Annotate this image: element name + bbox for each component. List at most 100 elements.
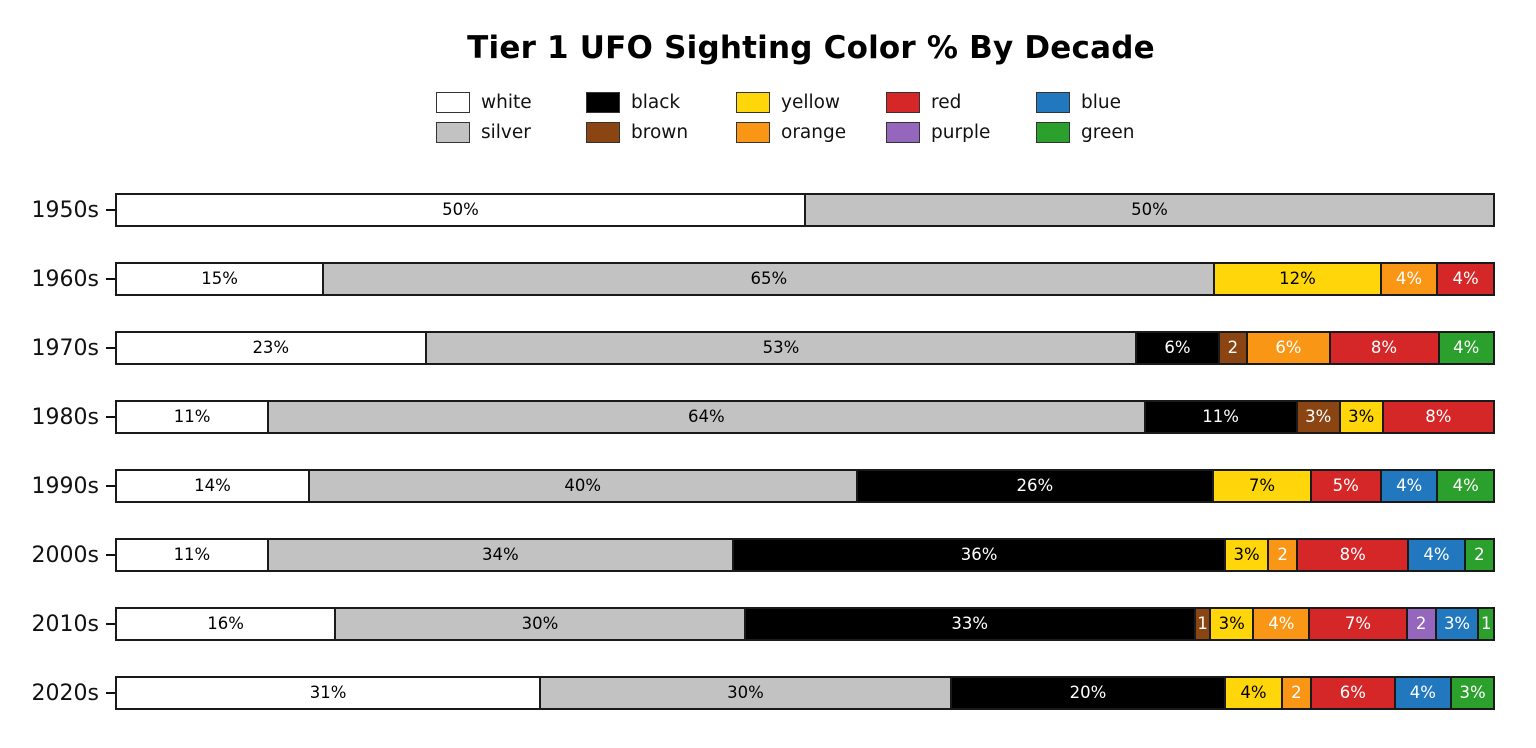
bar-rows: 1950s 50% 50% 1960s 15% 65% 12% 4% 4% 1970s 23% 53%… [0,193,1495,710]
legend-swatch-orange [736,121,770,143]
stacked-bar: 31% 30% 20% 4% 2 6% 4% 3% [115,676,1495,710]
bar-segment-silver: 40% [307,471,856,501]
bar-segment-yellow: 7% [1212,471,1310,501]
legend-item-silver: silver [436,121,586,143]
segment-value-label: 6% [1339,682,1366,702]
bar-segment-orange: 2 [1267,540,1297,570]
bar-segment-orange: 4% [1379,264,1437,294]
bar-segment-red: 6% [1309,678,1394,708]
legend-label: green [1081,121,1135,143]
segment-value-label: 4% [1453,337,1480,357]
bar-segment-blue: 4% [1393,678,1451,708]
bar-segment-red: 8% [1296,540,1408,570]
segment-value-label: 14% [194,475,231,495]
legend-swatch-black [586,91,620,113]
bar-segment-white: 11% [117,402,268,432]
legend-swatch-brown [586,121,620,143]
y-axis-tick [106,691,115,695]
bar-segment-white: 31% [117,678,540,708]
segment-value-label: 36% [960,544,998,564]
segment-value-label: 12% [1279,268,1316,288]
segment-value-label: 6% [1164,337,1191,357]
segment-value-label: 4% [1396,475,1423,495]
segment-value-label: 11% [173,406,211,426]
decade-row-2010s: 2010s 16% 30% 33% 1 3% 4% 7% 2 3% 1 [0,607,1495,641]
legend-item-green: green [1036,121,1186,143]
bar-segment-white: 50% [117,195,804,225]
legend-label: brown [631,121,689,143]
bar-segment-green: 2 [1463,540,1493,570]
bar-segment-silver: 64% [267,402,1144,432]
segment-value-label: 23% [252,337,290,357]
bar-segment-black: 11% [1143,402,1296,432]
decade-row-2000s: 2000s 11% 34% 36% 3% 2 8% 4% 2 [0,538,1495,572]
segment-value-label: 4% [1240,682,1267,702]
legend-swatch-white [436,91,470,113]
legend-swatch-silver [436,121,470,143]
y-axis-label: 1950s [31,197,99,223]
bar-segment-brown: 2 [1217,333,1247,363]
chart-title: Tier 1 UFO Sighting Color % By Decade [467,30,1155,66]
y-axis-label: 1980s [31,404,99,430]
bar-segment-silver: 65% [322,264,1214,294]
legend: white black yellow red blue silver brown orange… [436,88,1186,146]
segment-value-label: 26% [1016,475,1054,495]
legend-label: yellow [781,91,841,113]
y-axis-label: 1960s [31,266,99,292]
bar-segment-silver: 30% [539,678,950,708]
segment-value-label: 5% [1332,475,1359,495]
stacked-bar: 16% 30% 33% 1 3% 4% 7% 2 3% 1 [115,607,1495,641]
segment-value-label: 3% [1348,406,1375,426]
segment-value-label: 3% [1459,682,1486,702]
bar-segment-yellow: 4% [1224,678,1281,708]
bar-segment-white: 14% [117,471,308,501]
decade-row-1980s: 1980s 11% 64% 11% 3% 3% 8% [0,400,1495,434]
segment-value-label: 6% [1275,337,1302,357]
legend-label: black [631,91,681,113]
y-axis-tick [106,415,115,419]
y-axis-tick [106,346,115,350]
segment-value-label: 4% [1423,544,1450,564]
bar-segment-red: 8% [1328,333,1438,363]
legend-swatch-red [886,91,920,113]
segment-value-label: 8% [1339,544,1366,564]
stacked-bar: 15% 65% 12% 4% 4% [115,262,1495,296]
decade-row-1950s: 1950s 50% 50% [0,193,1495,227]
bar-segment-green: 1 [1477,609,1493,639]
segment-value-label: 50% [442,199,479,219]
legend-item-yellow: yellow [736,91,886,113]
bar-segment-black: 36% [731,540,1225,570]
bar-segment-silver: 34% [266,540,732,570]
bar-segment-brown: 1 [1193,609,1210,639]
segment-value-label: 4% [1268,613,1295,633]
legend-swatch-green [1036,121,1070,143]
segment-value-label: 1 [1197,613,1208,633]
legend-label: red [931,91,962,113]
segment-value-label: 3% [1218,613,1245,633]
decade-row-2020s: 2020s 31% 30% 20% 4% 2 6% 4% 3% [0,676,1495,710]
y-axis-label: 2020s [31,680,99,706]
segment-value-label: 4% [1452,268,1479,288]
bar-segment-red: 4% [1436,264,1493,294]
y-axis-tick [106,208,115,212]
bar-segment-green: 3% [1450,678,1493,708]
bar-segment-black: 6% [1135,333,1218,363]
bar-segment-orange: 2 [1280,678,1310,708]
legend-label: white [481,91,532,113]
legend-label: orange [781,121,847,143]
stacked-bar: 50% 50% [115,193,1495,227]
bar-segment-yellow: 3% [1224,540,1268,570]
segment-value-label: 2 [1291,682,1302,702]
bar-segment-white: 16% [117,609,335,639]
stacked-bar: 23% 53% 6% 2 6% 8% 4% [115,331,1495,365]
legend-item-purple: purple [886,121,1036,143]
bar-segment-orange: 4% [1252,609,1309,639]
legend-swatch-blue [1036,91,1070,113]
segment-value-label: 8% [1370,337,1398,357]
decade-row-1970s: 1970s 23% 53% 6% 2 6% 8% 4% [0,331,1495,365]
bar-segment-silver: 50% [804,195,1493,225]
segment-value-label: 64% [688,406,725,426]
segment-value-label: 2 [1277,544,1288,564]
bar-segment-red: 5% [1309,471,1380,501]
legend-item-orange: orange [736,121,886,143]
